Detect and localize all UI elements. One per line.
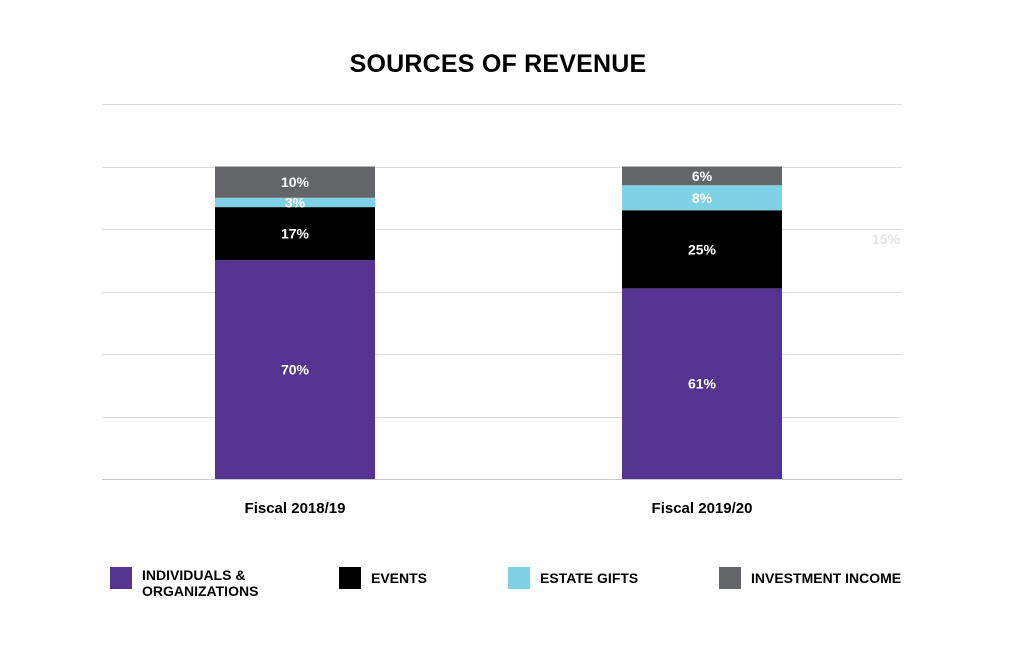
bar-segment-estate-gifts (215, 197, 375, 208)
data-label: 70% (281, 362, 310, 378)
data-label: 25% (688, 241, 717, 257)
bar-segment-individuals-organizations (215, 260, 375, 479)
legend-item-events: EVENTS (339, 567, 427, 589)
data-label: 8% (692, 190, 713, 206)
legend-label: INVESTMENT INCOME (751, 570, 902, 586)
legend-swatch (110, 567, 132, 589)
legend-swatch (508, 567, 530, 589)
data-label: 61% (688, 376, 717, 392)
legend-label: ESTATE GIFTS (540, 570, 639, 586)
data-label: 3% (285, 194, 306, 210)
chart-title: SOURCES OF REVENUE (349, 50, 647, 78)
annotations: 15% (872, 231, 901, 247)
data-labels: 70% 17% 3% 10% 61% 25% 8% 6% (281, 168, 717, 392)
bar-segment-individuals-organizations (622, 288, 782, 479)
legend-item-estate-gifts: ESTATE GIFTS (508, 567, 638, 589)
data-label: 17% (281, 226, 310, 242)
legend-label: INDIVIDUALS & ORGANIZATIONS (142, 567, 259, 599)
bar-segment-events (215, 207, 375, 261)
bars (215, 166, 782, 479)
data-label: 10% (281, 174, 310, 190)
bar-segment-investment-income (215, 166, 375, 198)
x-tick-label: Fiscal 2019/20 (652, 500, 753, 517)
bar-segment-estate-gifts (622, 185, 782, 211)
legend-swatch (339, 567, 361, 589)
x-tick-labels: Fiscal 2018/19 Fiscal 2019/20 (245, 500, 753, 517)
x-tick-label: Fiscal 2018/19 (245, 500, 346, 517)
data-label: 6% (692, 168, 713, 184)
legend-label: EVENTS (371, 570, 428, 586)
legend-swatch (719, 567, 741, 589)
annotation-label: 15% (872, 231, 901, 247)
legend-item-individuals-organizations: INDIVIDUALS & ORGANIZATIONS (110, 567, 258, 599)
bar-segment-events (622, 210, 782, 289)
legend-item-investment-income: INVESTMENT INCOME (719, 567, 901, 589)
bar-segment-investment-income (622, 166, 782, 186)
